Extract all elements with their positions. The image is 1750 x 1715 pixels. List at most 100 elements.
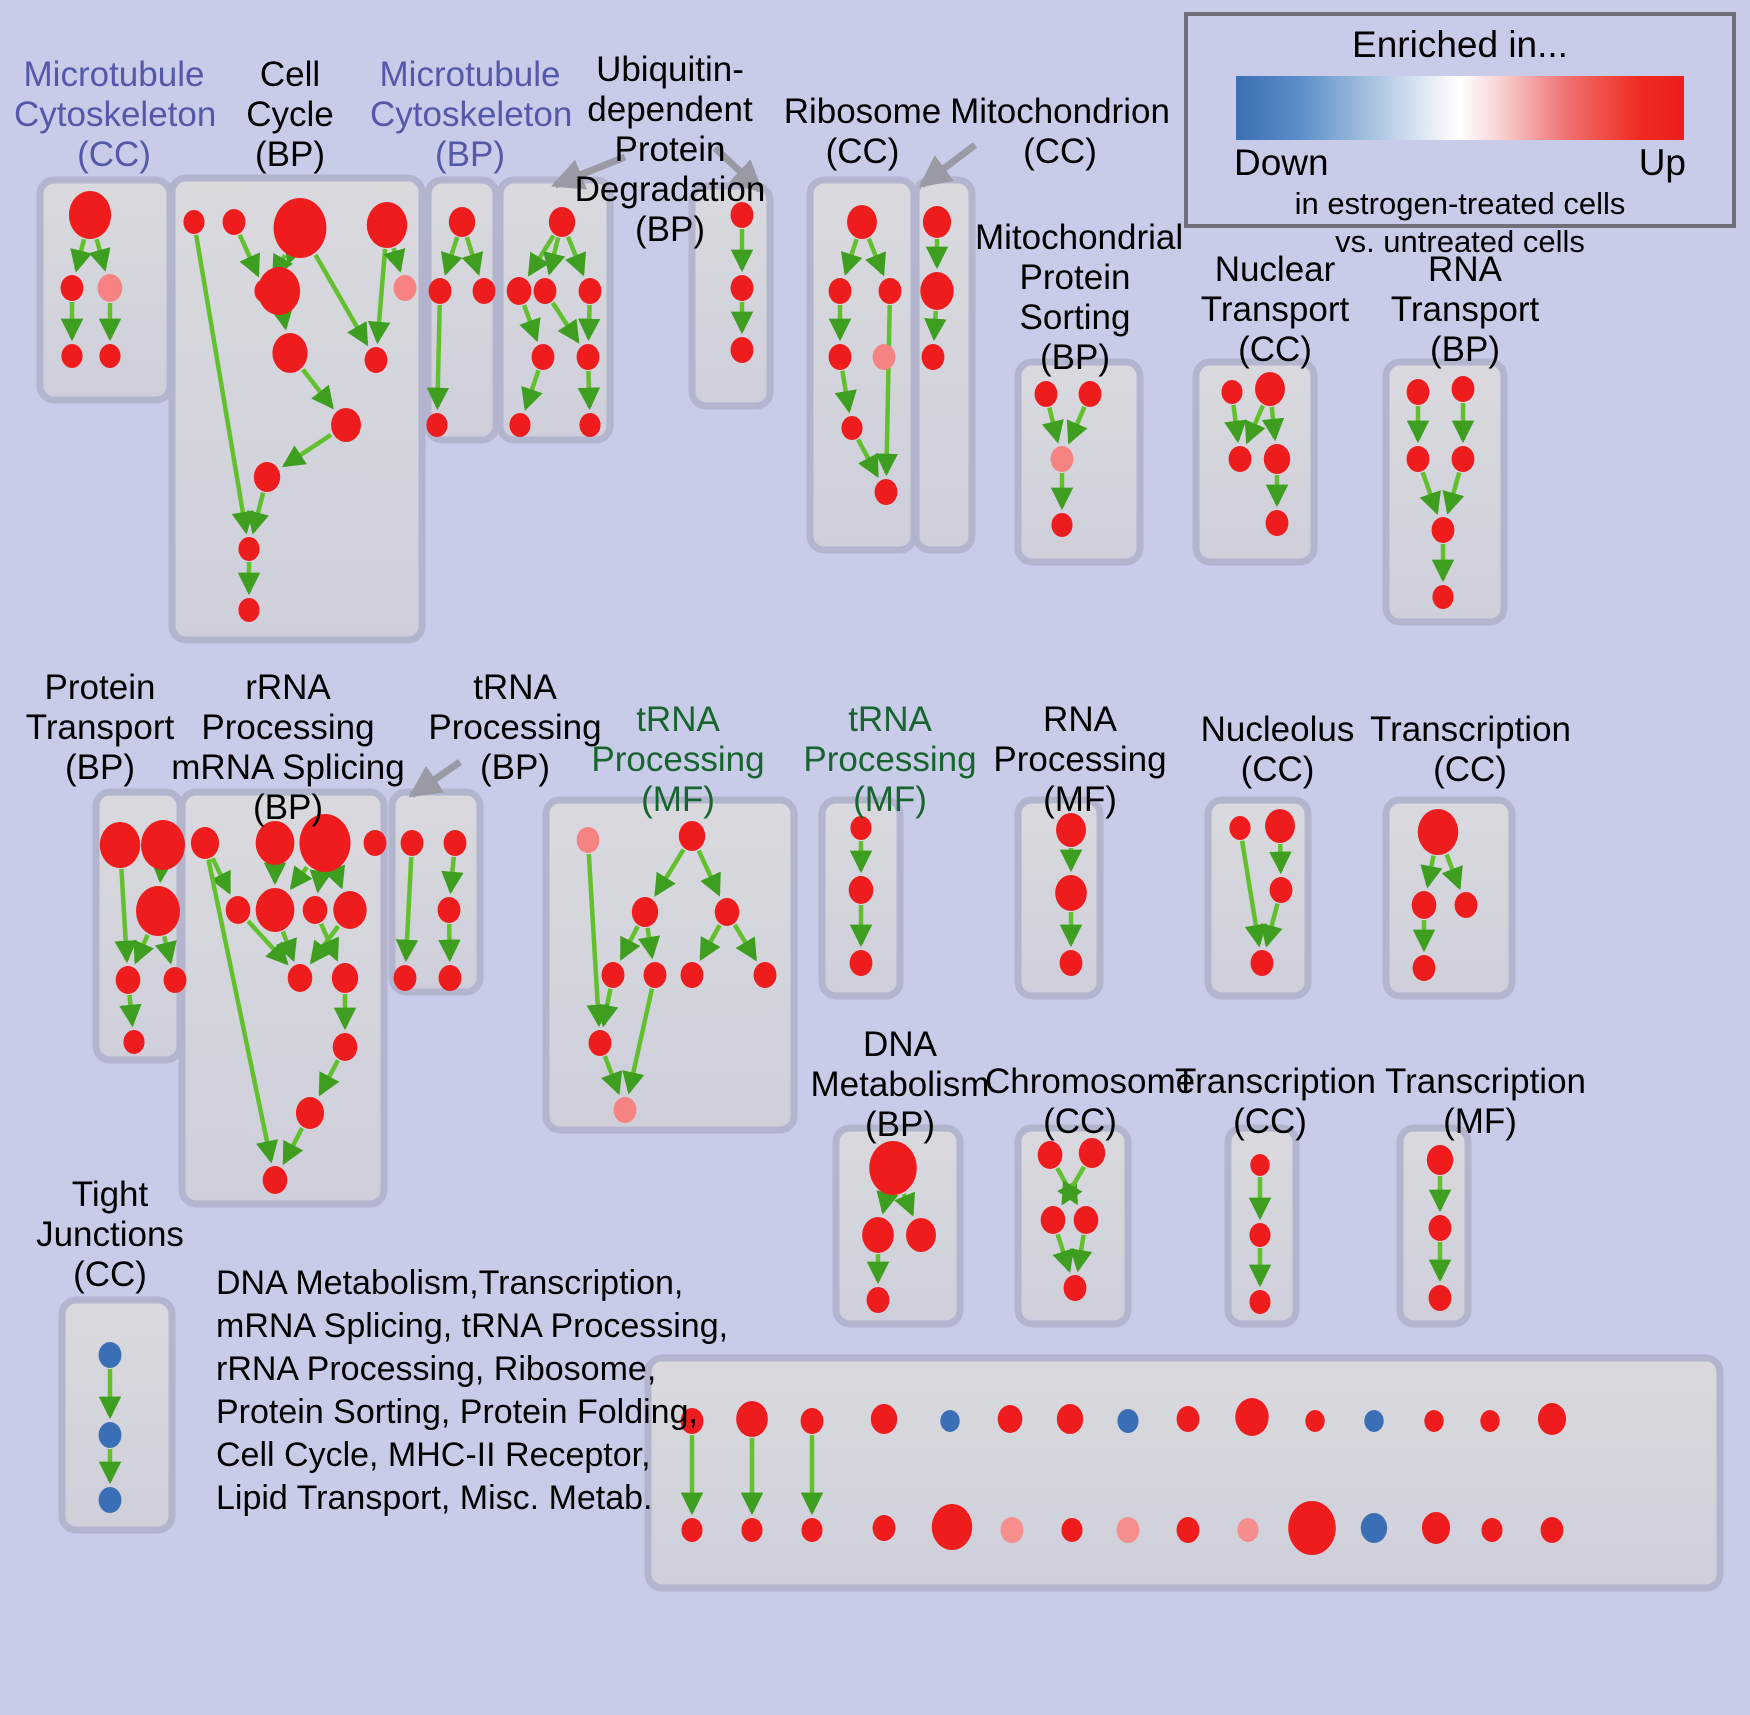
network-node[interactable] xyxy=(906,1218,936,1252)
network-node[interactable] xyxy=(225,896,251,924)
network-node[interactable] xyxy=(643,962,667,988)
network-node[interactable] xyxy=(1078,1138,1106,1168)
network-node[interactable] xyxy=(1059,950,1083,976)
network-node[interactable] xyxy=(1432,585,1454,609)
network-node[interactable] xyxy=(1116,1517,1140,1543)
network-node[interactable] xyxy=(1255,372,1285,406)
network-node[interactable] xyxy=(1000,1517,1024,1543)
network-node[interactable] xyxy=(1051,513,1073,537)
network-node[interactable] xyxy=(801,1518,823,1542)
network-node[interactable] xyxy=(366,202,408,248)
network-node[interactable] xyxy=(1360,1513,1388,1543)
network-node[interactable] xyxy=(1263,444,1291,474)
network-node[interactable] xyxy=(841,416,863,440)
network-node[interactable] xyxy=(681,1518,703,1542)
network-node[interactable] xyxy=(869,1141,917,1195)
network-node[interactable] xyxy=(680,962,704,988)
network-node[interactable] xyxy=(141,820,185,870)
network-node[interactable] xyxy=(576,827,600,853)
network-node[interactable] xyxy=(443,830,467,856)
network-node[interactable] xyxy=(1237,1518,1259,1542)
network-node[interactable] xyxy=(533,278,557,304)
network-node[interactable] xyxy=(1037,1141,1063,1169)
network-node[interactable] xyxy=(1229,816,1251,840)
network-node[interactable] xyxy=(1305,1410,1325,1432)
network-node[interactable] xyxy=(123,1030,145,1054)
network-node[interactable] xyxy=(1265,809,1295,843)
network-node[interactable] xyxy=(426,413,448,437)
network-node[interactable] xyxy=(1250,1154,1270,1176)
network-node[interactable] xyxy=(438,965,462,991)
network-node[interactable] xyxy=(828,344,852,370)
network-node[interactable] xyxy=(921,344,945,370)
network-node[interactable] xyxy=(472,278,496,304)
network-node[interactable] xyxy=(99,344,121,368)
network-node[interactable] xyxy=(579,413,601,437)
network-node[interactable] xyxy=(68,191,112,239)
network-node[interactable] xyxy=(1078,381,1102,407)
network-node[interactable] xyxy=(222,209,246,235)
network-node[interactable] xyxy=(1454,892,1478,918)
network-node[interactable] xyxy=(1034,381,1058,407)
network-node[interactable] xyxy=(862,1217,894,1253)
network-node[interactable] xyxy=(588,1030,612,1056)
network-node[interactable] xyxy=(872,1515,896,1541)
network-node[interactable] xyxy=(678,821,706,851)
network-node[interactable] xyxy=(262,1166,288,1194)
network-node[interactable] xyxy=(1056,1404,1084,1434)
network-node[interactable] xyxy=(800,1408,824,1434)
network-node[interactable] xyxy=(631,897,659,927)
network-node[interactable] xyxy=(273,198,327,258)
network-node[interactable] xyxy=(255,821,295,865)
network-node[interactable] xyxy=(613,1097,637,1123)
network-node[interactable] xyxy=(190,827,220,859)
network-node[interactable] xyxy=(1063,1275,1087,1301)
network-node[interactable] xyxy=(136,886,180,936)
network-node[interactable] xyxy=(1424,1410,1444,1432)
network-node[interactable] xyxy=(1061,1518,1083,1542)
network-node[interactable] xyxy=(847,205,877,239)
network-node[interactable] xyxy=(1117,1409,1139,1433)
network-node[interactable] xyxy=(1055,875,1087,911)
network-node[interactable] xyxy=(1056,813,1086,847)
network-node[interactable] xyxy=(866,1287,890,1313)
network-node[interactable] xyxy=(115,966,141,994)
network-node[interactable] xyxy=(1406,446,1430,472)
network-node[interactable] xyxy=(400,830,424,856)
network-node[interactable] xyxy=(506,277,532,305)
network-node[interactable] xyxy=(295,1097,325,1129)
network-node[interactable] xyxy=(393,965,417,991)
network-node[interactable] xyxy=(331,408,361,442)
network-node[interactable] xyxy=(730,202,754,228)
network-node[interactable] xyxy=(736,1401,768,1437)
network-node[interactable] xyxy=(299,814,351,872)
network-node[interactable] xyxy=(287,964,313,992)
network-node[interactable] xyxy=(302,896,328,924)
network-node[interactable] xyxy=(1228,446,1252,472)
network-node[interactable] xyxy=(1235,1398,1269,1436)
network-node[interactable] xyxy=(1050,446,1074,472)
network-node[interactable] xyxy=(601,962,625,988)
network-node[interactable] xyxy=(238,598,260,622)
network-node[interactable] xyxy=(531,344,555,370)
network-node[interactable] xyxy=(1480,1410,1500,1432)
network-node[interactable] xyxy=(1431,517,1455,543)
network-node[interactable] xyxy=(940,1410,960,1432)
network-node[interactable] xyxy=(1249,1290,1271,1314)
network-node[interactable] xyxy=(874,479,898,505)
network-node[interactable] xyxy=(364,347,388,373)
network-node[interactable] xyxy=(1176,1517,1200,1543)
network-node[interactable] xyxy=(1428,1285,1452,1311)
network-node[interactable] xyxy=(878,278,902,304)
network-node[interactable] xyxy=(1426,1145,1454,1175)
network-node[interactable] xyxy=(437,897,461,923)
network-node[interactable] xyxy=(1421,1512,1451,1544)
network-node[interactable] xyxy=(509,413,531,437)
network-node[interactable] xyxy=(163,967,187,993)
network-node[interactable] xyxy=(922,206,952,238)
network-node[interactable] xyxy=(1250,950,1274,976)
network-node[interactable] xyxy=(870,1404,898,1434)
network-node[interactable] xyxy=(333,891,367,929)
network-node[interactable] xyxy=(1411,891,1437,919)
network-node[interactable] xyxy=(850,816,872,840)
